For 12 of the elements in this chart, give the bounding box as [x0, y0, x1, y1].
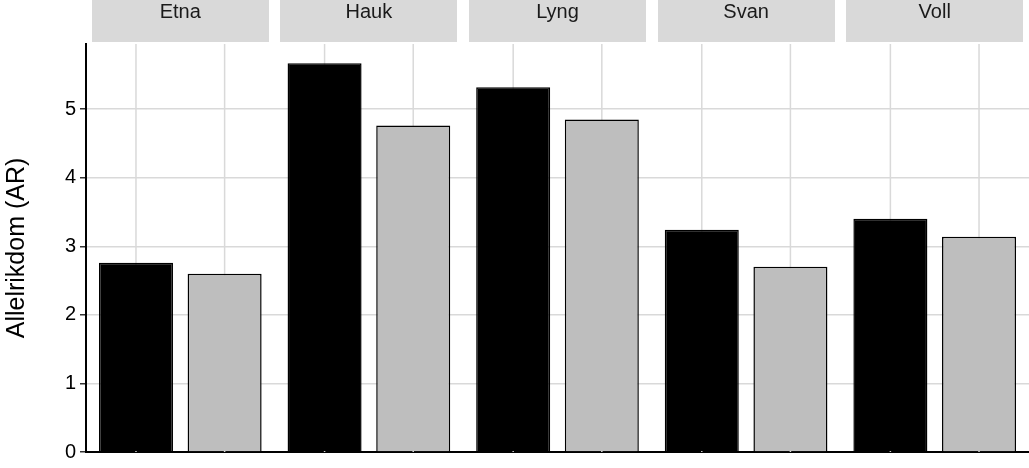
- y-tick-label: 0: [64, 439, 76, 462]
- y-tick-label: 4: [64, 165, 76, 188]
- y-tick-label: 5: [64, 96, 76, 119]
- x-tick-label: Voll: [918, 0, 951, 22]
- y-axis-title: Allelrikdom (AR): [0, 157, 29, 339]
- x-tick-label: Lyng: [536, 0, 579, 22]
- x-tick-label: Etna: [159, 0, 202, 22]
- y-tick-label: 1: [64, 370, 76, 393]
- y-tick-label: 3: [64, 233, 76, 256]
- x-tick-label: Svan: [723, 0, 769, 22]
- y-tick-label: 2: [64, 302, 76, 325]
- x-tick-label: Hauk: [345, 0, 394, 22]
